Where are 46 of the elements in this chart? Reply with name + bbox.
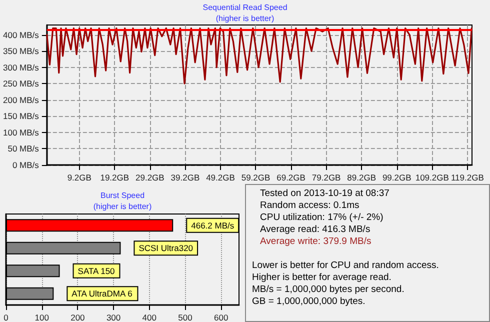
y-tick-label: SATA 150: [78, 266, 116, 276]
x-tick-label: 69.2GB: [276, 172, 306, 182]
x-tick-label: 19.2GB: [100, 172, 130, 182]
x-tick-label: 29.2GB: [136, 172, 165, 182]
text: CPU utilization: 17% (+/- 2%): [259, 212, 384, 224]
x-tick-label: 89.2GB: [347, 172, 376, 182]
x-tick-label: 9.2GB: [67, 172, 92, 182]
x-tick-label: 200: [70, 312, 86, 322]
y-tick-label: SCSI Ultra320: [138, 243, 194, 254]
text: Higher is better for average read.: [252, 272, 392, 284]
x-tick-label: 109.2GB: [415, 172, 450, 182]
x-tick-label: 600: [214, 312, 228, 322]
text: Lower is better for CPU and random access.: [252, 260, 440, 272]
y-tick-label: 0 MB/s: [12, 160, 39, 170]
data-label: 466.2 MB/s: [191, 220, 234, 230]
line-series: [46, 27, 472, 84]
text: Average read: 416.3 MB/s: [259, 224, 372, 236]
text: GB = 1,000,000,000 bytes.: [252, 296, 366, 308]
y-tick-label: 300 MB/s: [3, 62, 39, 72]
x-tick-label: 79.2GB: [312, 172, 342, 182]
x-tick-label: 300: [106, 312, 121, 322]
x-tick-label: 500: [178, 312, 193, 322]
text: Random access: 0.1ms: [259, 200, 360, 212]
y-tick-label: 400 MB/s: [3, 30, 39, 40]
text: MB/s = 1,000,000 bytes per second.: [252, 284, 406, 296]
chart-subtitle: (higher is better): [93, 202, 152, 211]
x-tick-label: 400: [142, 312, 157, 322]
y-tick-label: 50 MB/s: [8, 144, 39, 154]
y-tick-label: 100 MB/s: [3, 127, 39, 138]
y-tick-label: 350 MB/s: [3, 46, 39, 56]
chart-title: Burst Speed: [100, 191, 145, 200]
x-tick-label: 49.2GB: [206, 172, 236, 182]
chart-subtitle: (higher is better): [216, 14, 274, 23]
y-tick-label: 200 MB/s: [3, 94, 39, 105]
text: Average write: 379.9 MB/s: [259, 236, 372, 248]
x-tick-label: 0: [4, 312, 9, 322]
x-tick-label: 99.2GB: [382, 172, 412, 182]
y-tick-label: 250 MB/s: [3, 78, 39, 89]
x-tick-label: 100: [34, 312, 50, 322]
x-tick-label: 39.2GB: [170, 172, 200, 182]
x-tick-label: 59.2GB: [241, 172, 270, 182]
y-tick-label: ATA UltraDMA 6: [72, 288, 133, 299]
chart-title: Sequential Read Speed: [202, 3, 288, 12]
text: Tested on 2013-10-19 at 08:37: [259, 188, 390, 200]
x-tick-label: 119.2GB: [450, 172, 484, 182]
y-tick-label: 150 MB/s: [3, 111, 39, 122]
